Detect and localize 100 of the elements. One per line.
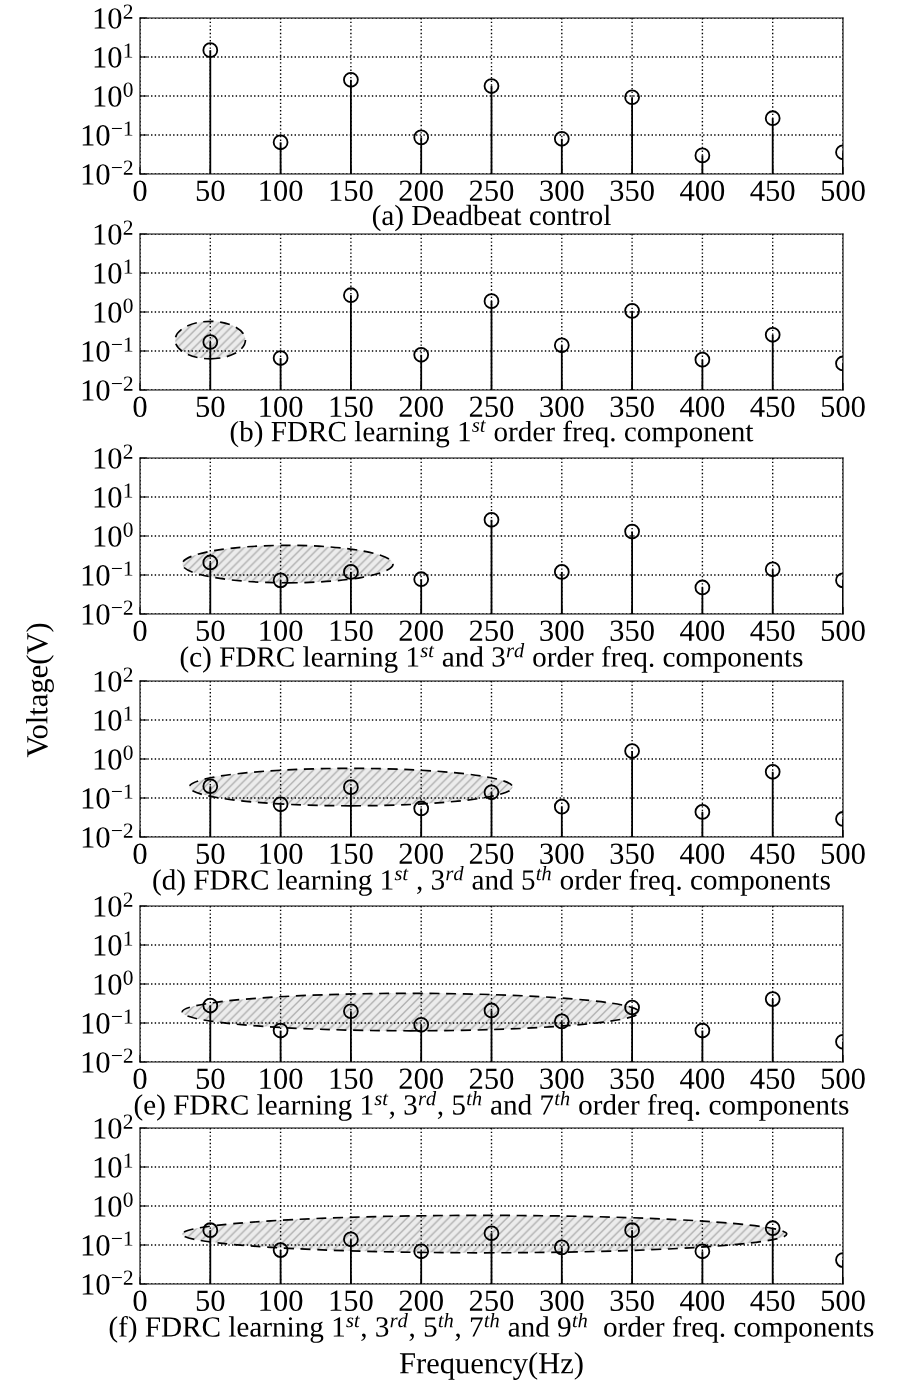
point: [272, 1022, 289, 1039]
y-tick-label: 10$^{−1}$: [82, 561, 133, 586]
x-tick-label: 450: [750, 620, 795, 642]
y-tick-label: 10$^{0}$: [94, 970, 133, 995]
y-tick-label: 10$^{1}$: [94, 483, 133, 508]
x-tick-label: 100: [260, 620, 303, 642]
y-tick-label: 10$^{−1}$: [82, 1231, 133, 1256]
y-tick-label: 10$^{1}$: [94, 706, 133, 731]
y-tick-label: 10$^{−2}$: [82, 600, 133, 625]
y-tick-label: 10$^{−1}$: [82, 1009, 133, 1034]
x-tick-label: 500: [821, 396, 865, 418]
point: [483, 1002, 500, 1019]
x-tick-label: 400: [680, 620, 725, 642]
point: [343, 71, 359, 88]
x-tick-label: 350: [610, 396, 654, 418]
point: [764, 1220, 781, 1237]
x-tick-label: 500: [821, 1290, 865, 1312]
x-tick-label: 300: [540, 180, 584, 202]
text: (a) Deadbeat control: [372, 204, 611, 232]
point: [343, 287, 359, 304]
x-tick-label: 350: [610, 180, 654, 202]
x-tick-label: 250: [469, 396, 514, 418]
point: [624, 1222, 640, 1239]
x-tick-label: 100: [260, 843, 303, 865]
x-tick-label: 300: [540, 1290, 584, 1312]
point: [272, 1242, 289, 1258]
y-tick-label: 10$^{−1}$: [82, 121, 133, 146]
point: [483, 1225, 500, 1242]
x-tick-label: 350: [610, 620, 654, 642]
point: [272, 796, 289, 813]
point: [694, 804, 711, 820]
text: (d) FDRC learning 1$^{st}$ , 3$^{rd}$ and 5$^{th}$ order freq. components: [153, 865, 830, 896]
y-axis-title: Voltage(V): [26, 623, 54, 758]
point: [413, 1016, 430, 1033]
point: [272, 572, 289, 589]
chart-title: (e) FDRC learning 1$^{st}$, 3$^{rd}$, 5$^{th}$ and 7$^{th}$ order freq. components: [134, 1090, 849, 1121]
x-tick-label: 350: [610, 1290, 654, 1312]
y-tick-label: 10$^{−2}$: [82, 1048, 133, 1073]
text: (c) FDRC learning 1$^{st}$ and 3$^{rd}$ order freq. components: [180, 642, 803, 673]
y-tick-label: 10$^{−2}$: [82, 376, 133, 401]
x-tick-label: 100: [260, 1068, 303, 1090]
y-tick-label: 10$^{0}$: [94, 745, 133, 770]
y-tick-label: 10$^{0}$: [94, 82, 133, 107]
x-tick-label: 100: [260, 1290, 303, 1312]
point: [553, 564, 570, 580]
x-tick-label: 450: [750, 1290, 795, 1312]
x-tick-label: 150: [330, 1068, 373, 1090]
point: [624, 999, 640, 1016]
x-tick-label: 300: [540, 620, 584, 642]
x-axis-title: Frequency(Hz): [399, 1352, 583, 1380]
x-tick-label: 450: [750, 1068, 795, 1090]
point: [202, 778, 219, 795]
y-tick-label: 10$^{−2}$: [82, 160, 133, 185]
x-tick-label: 200: [399, 396, 443, 418]
x-tick-label: 150: [330, 620, 373, 642]
y-tick-label: 10$^{2}$: [94, 4, 133, 29]
x-tick-label: 150: [330, 843, 373, 865]
point: [343, 564, 359, 580]
x-tick-label: 200: [399, 1068, 443, 1090]
point: [764, 991, 781, 1007]
x-tick-label: 250: [469, 180, 514, 202]
x-tick-label: 50: [196, 843, 225, 865]
x-tick-label: 300: [540, 843, 584, 865]
x-tick-label: 400: [680, 396, 725, 418]
y-tick-label: 10$^{1}$: [94, 1153, 133, 1178]
x-tick-label: 0: [133, 620, 147, 642]
y-tick-label: 10$^{−2}$: [82, 823, 133, 848]
x-tick-label: 0: [133, 396, 147, 418]
x-tick-label: 350: [610, 843, 654, 865]
point: [694, 351, 711, 368]
point: [202, 997, 219, 1014]
x-tick-label: 250: [469, 843, 514, 865]
x-tick-label: 450: [750, 180, 795, 202]
point: [202, 334, 219, 350]
y-tick-label: 10$^{0}$: [94, 1192, 133, 1217]
x-tick-label: 150: [330, 1290, 373, 1312]
point: [272, 350, 289, 366]
point: [764, 110, 781, 127]
y-tick-label: 10$^{−1}$: [82, 784, 133, 809]
point: [624, 89, 640, 106]
point: [694, 147, 711, 164]
point: [694, 1243, 711, 1260]
x-tick-label: 200: [399, 180, 443, 202]
y-tick-label: 10$^{0}$: [94, 298, 133, 323]
point: [483, 293, 500, 309]
point: [624, 523, 640, 540]
x-tick-label: 400: [680, 843, 725, 865]
point: [272, 134, 289, 151]
x-tick-label: 300: [540, 396, 584, 418]
y-tick-label: 10$^{−2}$: [82, 1270, 133, 1295]
x-tick-label: 250: [469, 1290, 514, 1312]
point: [553, 798, 570, 815]
point: [202, 1222, 219, 1239]
x-tick-label: 350: [610, 1068, 654, 1090]
chart-title: (f) FDRC learning 1$^{st}$, 3$^{rd}$, 5$^{th}$, 7$^{th}$ and 9$^{th}$ order freq. components: [109, 1312, 874, 1343]
x-tick-label: 100: [260, 396, 303, 418]
x-tick-label: 50: [196, 396, 225, 418]
point: [343, 779, 359, 795]
y-tick-label: 10$^{1}$: [94, 259, 133, 284]
y-tick-label: 10$^{2}$: [94, 667, 133, 692]
